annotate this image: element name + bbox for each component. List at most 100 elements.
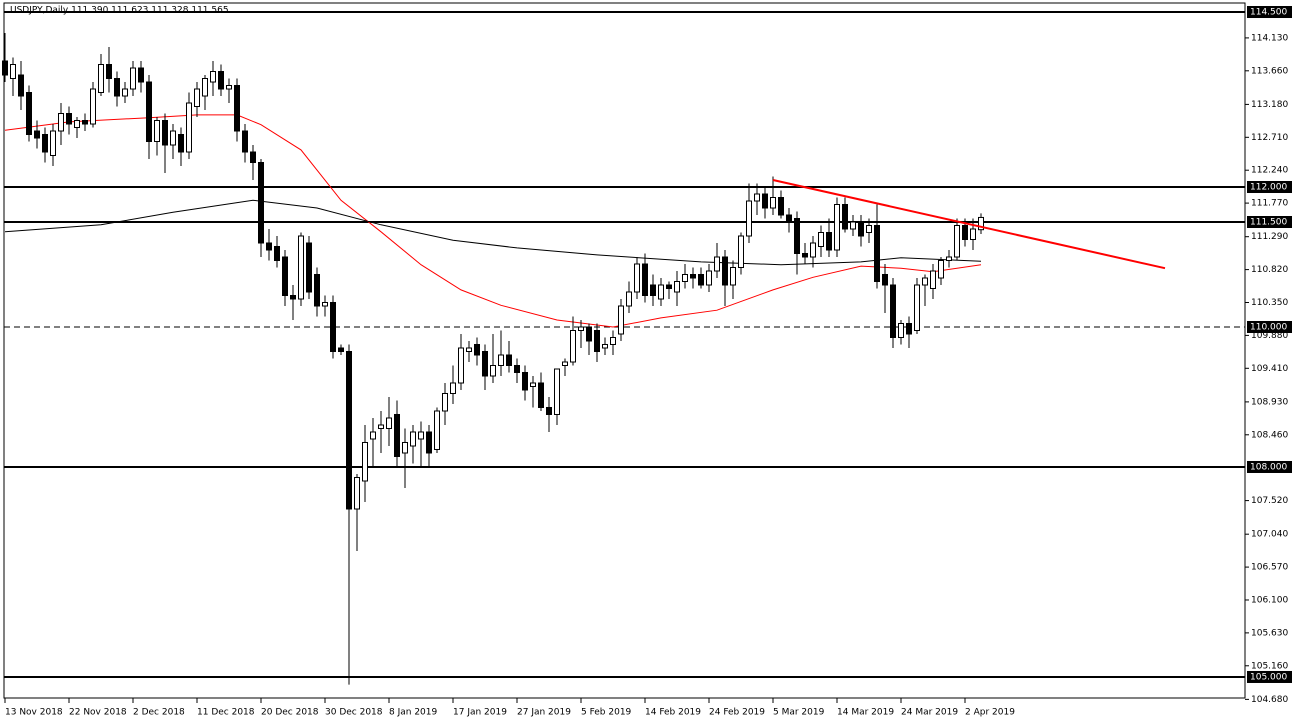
candle-body [314, 273, 320, 307]
level-label-bg [1247, 181, 1292, 194]
x-tick-label: 24 Feb 2019 [709, 708, 765, 718]
candle-body [778, 197, 784, 216]
candle-body [426, 431, 432, 454]
candle-body [362, 441, 368, 482]
candle-body [522, 371, 528, 391]
candle-body [858, 221, 864, 237]
y-tick-label: 109.880 [1251, 331, 1288, 341]
y-tick-label: 108.460 [1251, 430, 1288, 440]
y-tick-label: 109.410 [1251, 364, 1288, 374]
moving-average [4, 114, 982, 328]
candle-body [178, 134, 184, 153]
candle-body [866, 225, 872, 234]
candle-body [434, 410, 440, 450]
candle-body [602, 343, 608, 349]
y-tick-label: 111.770 [1251, 199, 1288, 209]
level-label: 114.500 [1250, 8, 1287, 18]
level-label: 108.000 [1250, 462, 1287, 472]
candle-body [418, 431, 424, 440]
candle-body [954, 225, 960, 258]
candle-body [562, 361, 568, 366]
candle-body [210, 71, 216, 83]
candle-body [130, 67, 136, 90]
candle-body [666, 284, 672, 289]
candle-body [946, 256, 952, 261]
candle-body [722, 256, 728, 286]
x-tick-label: 24 Mar 2019 [901, 708, 958, 718]
y-tick-label: 112.710 [1251, 133, 1288, 143]
y-tick-label: 107.520 [1251, 496, 1288, 506]
candle-body [850, 221, 856, 230]
x-tick-label: 11 Dec 2018 [197, 708, 255, 718]
candle-body [882, 273, 888, 286]
candle-body [794, 218, 800, 254]
level-label: 110.000 [1250, 322, 1287, 332]
chart-title: USDJPY,Daily 111.390 111.623 111.328 111… [10, 6, 229, 16]
candle-body [154, 120, 160, 143]
y-tick-label: 106.100 [1251, 595, 1288, 605]
moving-average [4, 199, 982, 266]
x-tick-label: 17 Jan 2019 [453, 708, 507, 718]
trendline [772, 179, 1166, 270]
candle-body [218, 71, 224, 90]
candle-body [762, 193, 768, 209]
level-label-bg [1247, 6, 1292, 19]
candle-body [530, 382, 536, 387]
x-tick-label: 22 Nov 2018 [69, 708, 127, 718]
candle-body [410, 431, 416, 447]
y-tick-label: 110.350 [1251, 298, 1288, 308]
candle-body [90, 88, 96, 125]
candle-body [578, 326, 584, 331]
candle-body [354, 476, 360, 510]
level-label-bg [1247, 320, 1292, 333]
candle-body [250, 151, 256, 164]
x-tick-label: 27 Jan 2019 [517, 708, 571, 718]
candle-body [330, 301, 336, 352]
x-tick-label: 5 Mar 2019 [773, 708, 825, 718]
level-label: 111.500 [1250, 218, 1287, 228]
level-label-bg [1247, 216, 1292, 229]
candle-body [34, 130, 40, 139]
y-tick-label: 106.570 [1251, 563, 1288, 573]
candle-body [74, 120, 80, 129]
y-tick-label: 114.130 [1251, 33, 1288, 43]
candle-body [834, 204, 840, 251]
candle-body [618, 305, 624, 335]
candle-body [170, 130, 176, 146]
y-tick-label: 113.660 [1251, 66, 1288, 76]
candle-body [754, 193, 760, 202]
candle-body [890, 284, 896, 338]
candle-body [970, 228, 976, 240]
x-tick-label: 30 Dec 2018 [325, 708, 383, 718]
candle-body [730, 266, 736, 286]
level-label: 112.000 [1250, 183, 1287, 193]
candle-body [26, 92, 32, 136]
level-label-bg [1247, 460, 1292, 473]
candle-body [706, 270, 712, 286]
candle-body [698, 273, 704, 286]
candle-body [714, 256, 720, 272]
y-tick-label: 113.180 [1251, 100, 1288, 110]
candle-body [346, 350, 352, 510]
candle-body [674, 280, 680, 293]
y-tick-label: 105.160 [1251, 661, 1288, 671]
candle-body [786, 214, 792, 223]
candle-body [370, 431, 376, 440]
candle-body [98, 64, 104, 94]
candle-body [938, 259, 944, 279]
candle-body [58, 113, 64, 132]
candle-body [554, 368, 560, 415]
candle-body [298, 235, 304, 300]
candle-body [42, 134, 48, 153]
level-label-bg [1247, 670, 1292, 683]
candle-body [914, 284, 920, 331]
candle-body [202, 78, 208, 97]
y-tick-label: 105.630 [1251, 628, 1288, 638]
candle-body [738, 235, 744, 268]
candle-body [962, 225, 968, 240]
candle-body [146, 81, 152, 143]
candle-body [466, 347, 472, 352]
y-tick-label: 107.040 [1251, 530, 1288, 540]
candle-body [682, 273, 688, 282]
